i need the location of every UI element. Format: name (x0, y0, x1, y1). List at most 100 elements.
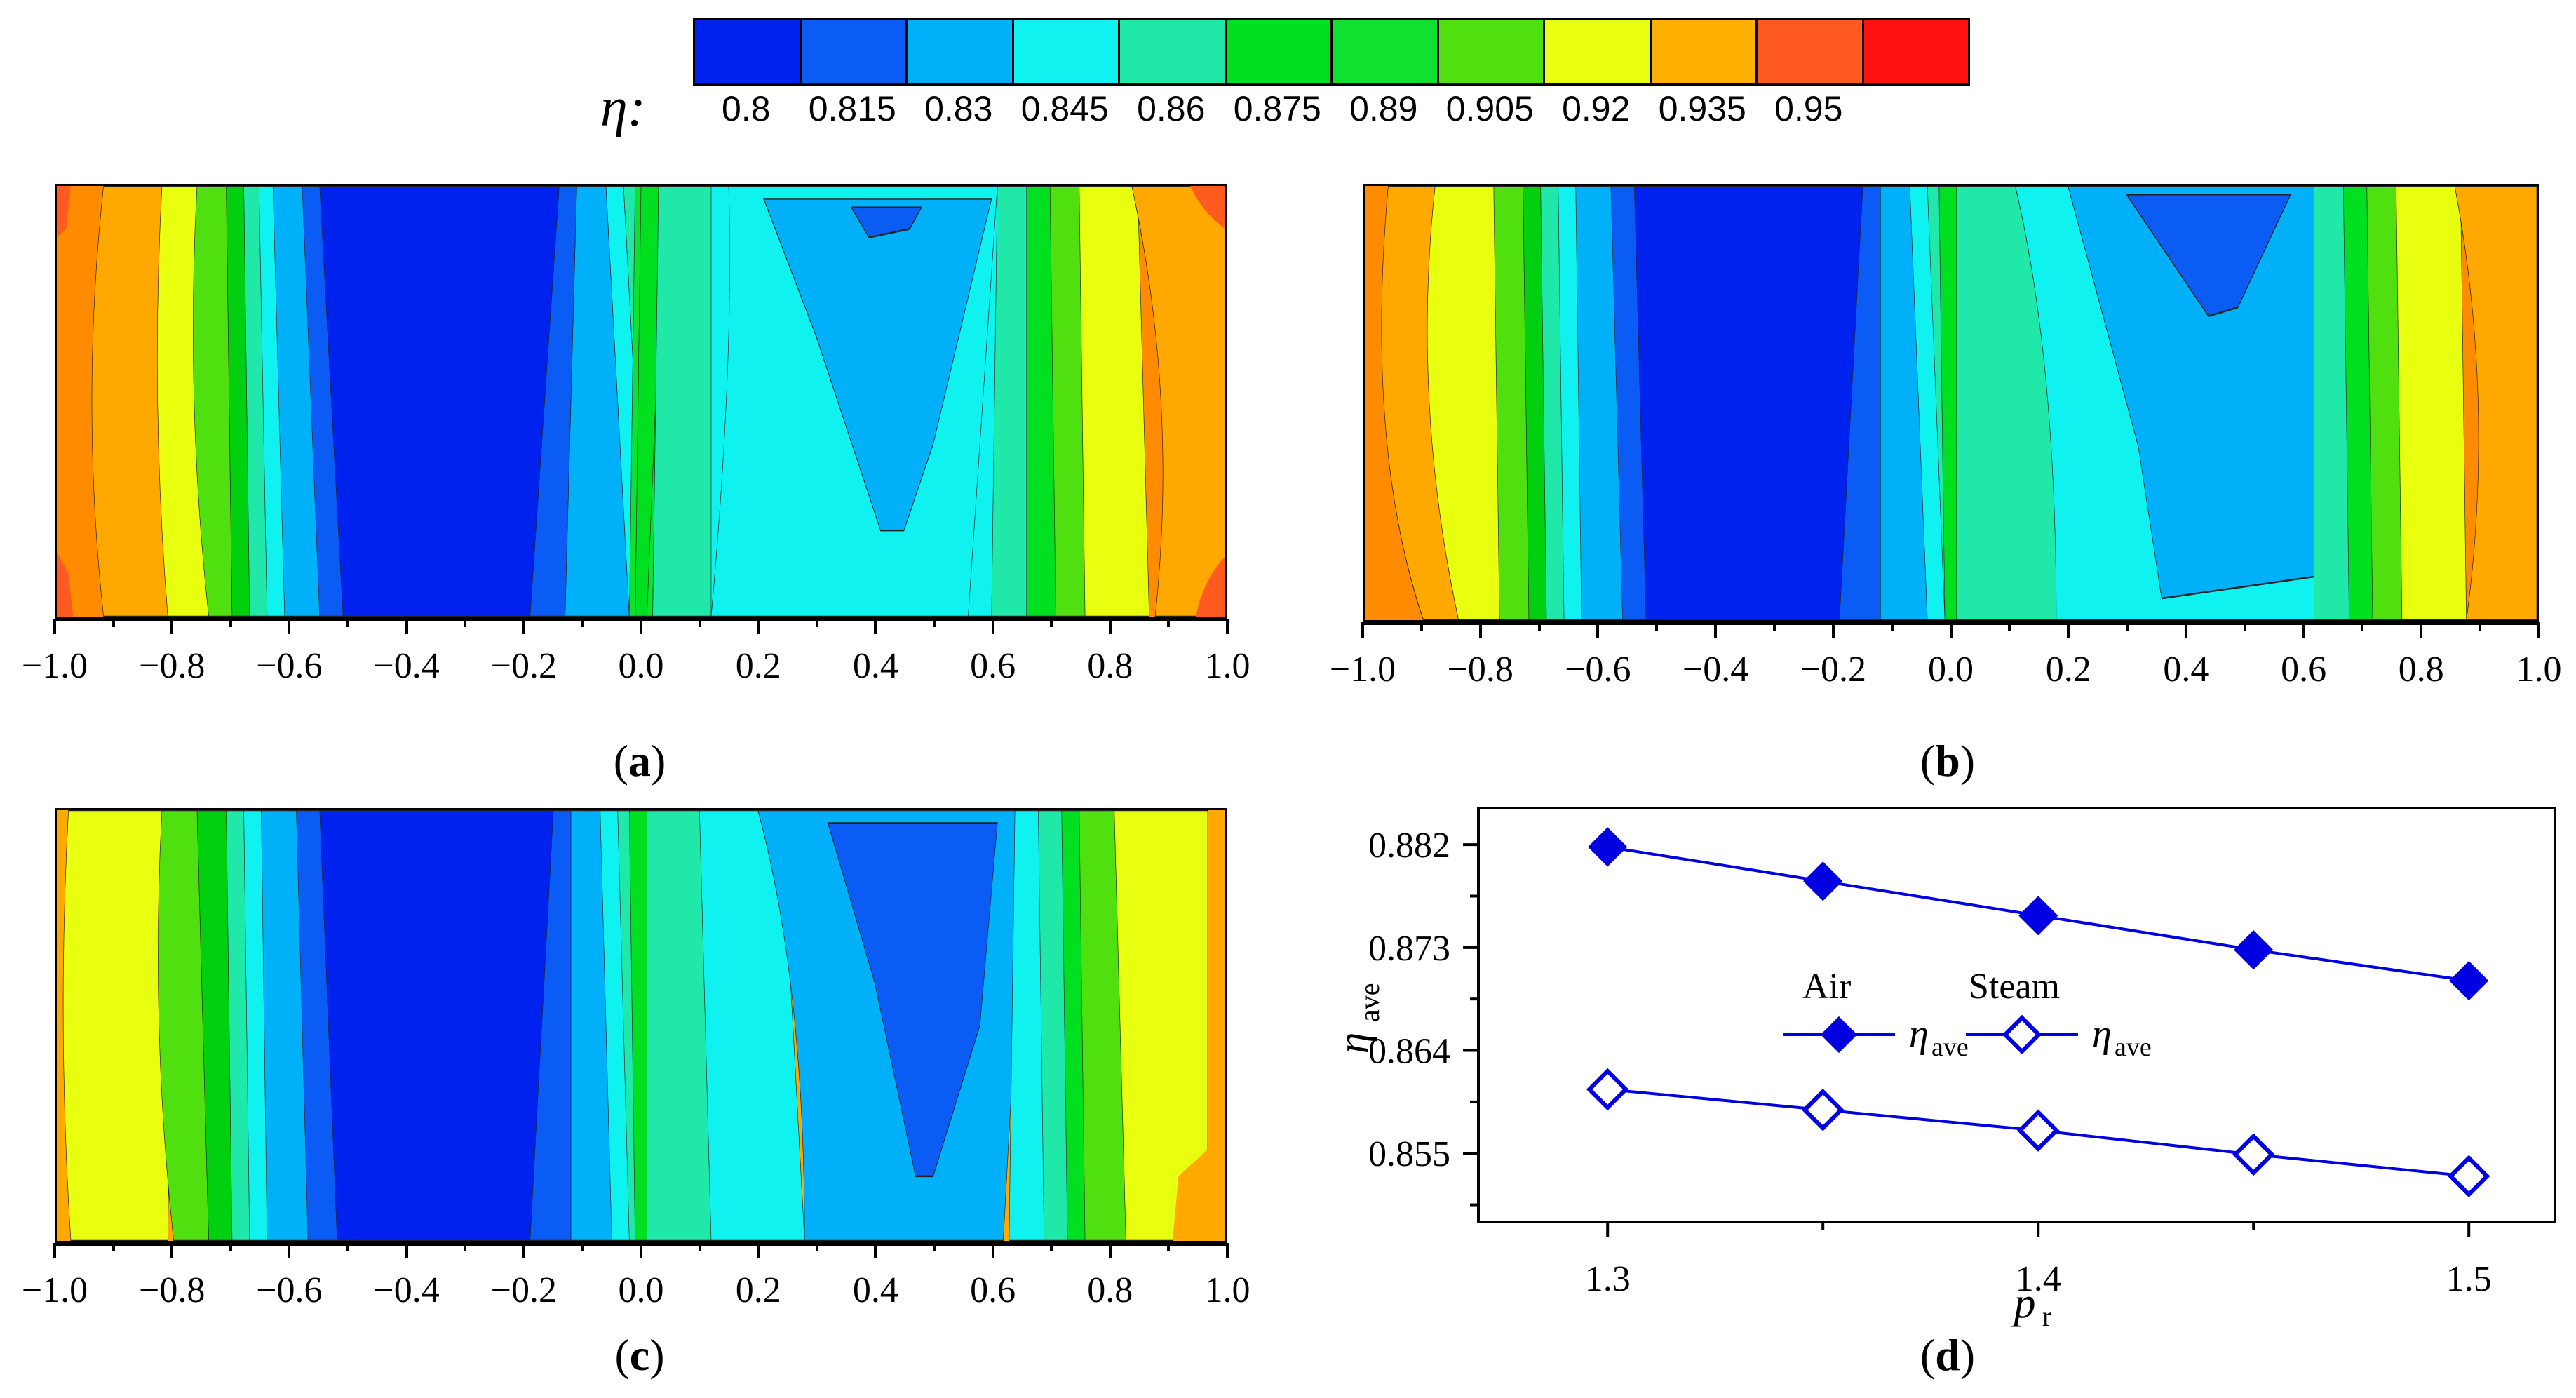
x-minor-tick (933, 1243, 936, 1251)
colorbar-tick-label: 0.935 (1658, 89, 1746, 128)
x-major-tick (405, 1243, 408, 1258)
x-tick-label: 1.3 (1585, 1259, 1631, 1299)
colorbar-swatch (1861, 18, 1970, 86)
y-axis-label-sub: ave (1354, 983, 1385, 1022)
plot-frame (1477, 807, 2556, 1223)
contour-plot-a (57, 186, 1225, 617)
x-major-tick (874, 1243, 877, 1258)
x-minor-tick (2243, 622, 2246, 631)
x-tick-label: 1.0 (1204, 1270, 1250, 1310)
x-major-tick (640, 619, 642, 634)
x-tick-label: −0.6 (1565, 650, 1631, 690)
x-major-tick (288, 619, 291, 634)
legend-label-sub: ave (1931, 1033, 1969, 1062)
caption-c: (c) (614, 1330, 665, 1380)
x-axis-label: p (2011, 1279, 2036, 1327)
colorbar-tick-label: 0.875 (1233, 89, 1321, 128)
x-tick-label: −1.0 (21, 1270, 88, 1310)
colorbar-tick-label: 0.815 (808, 89, 896, 128)
y-tick-label: 0.864 (1368, 1032, 1450, 1072)
caption-letter: a (628, 736, 651, 786)
x-major-tick (1361, 622, 1364, 638)
x-tick-label: −0.4 (373, 646, 440, 686)
x-minor-tick (112, 619, 115, 627)
colorbar-swatch (693, 18, 802, 86)
x-major-tick (1949, 622, 1953, 638)
colorbar-tick-label: 0.86 (1137, 89, 1206, 128)
x-minor-tick (112, 1243, 115, 1251)
contour-panel-a (55, 184, 1227, 619)
data-point-air (1588, 827, 1628, 867)
x-major-tick (991, 1243, 994, 1258)
x-tick-label: −0.6 (256, 1270, 323, 1310)
x-tick-label: 0.0 (618, 1270, 664, 1310)
x-minor-tick (933, 619, 936, 627)
colorbar-tick-label: 0.845 (1020, 89, 1109, 128)
x-minor-tick (2361, 622, 2364, 631)
colorbar-tick-label: 0.89 (1349, 89, 1418, 128)
x-major-tick (288, 1243, 291, 1258)
data-point-steam (1801, 1089, 1845, 1131)
x-minor-tick (464, 619, 467, 627)
x-minor-tick (815, 1243, 818, 1251)
x-tick-label: −0.2 (490, 646, 557, 686)
x-minor-tick (581, 1243, 584, 1251)
x-major-tick (1226, 619, 1229, 634)
legend-title-steam: Steam (1969, 967, 2060, 1007)
x-major-tick (991, 619, 994, 634)
x-tick-label: 0.2 (2045, 650, 2091, 690)
legend-label-sub: ave (2115, 1033, 2152, 1062)
x-tick-label: 1.5 (2446, 1259, 2492, 1299)
x-minor-tick (346, 1243, 349, 1251)
x-tick-label: 1.4 (2016, 1259, 2061, 1299)
colorbar-swatch (1118, 18, 1227, 86)
data-point-steam (2232, 1133, 2275, 1176)
x-tick-label: 0.8 (1087, 1270, 1133, 1310)
x-tick-label: 1.0 (2516, 650, 2562, 690)
colorbar-swatch (1224, 18, 1333, 86)
x-tick-label: 0.6 (2281, 650, 2327, 690)
x-tick-label: −0.8 (139, 1270, 205, 1310)
contour-plot-c (57, 810, 1225, 1241)
colorbar-swatch (1330, 18, 1439, 86)
x-minor-tick (2479, 622, 2482, 631)
x-major-tick (1108, 619, 1112, 634)
caption-a: (a) (613, 736, 666, 786)
x-major-tick (1108, 1243, 1112, 1258)
colorbar-tick-label: 0.83 (924, 89, 993, 128)
x-minor-tick (1655, 622, 1659, 631)
x-minor-tick (1050, 1243, 1053, 1251)
x-major-tick (757, 619, 760, 634)
colorbar-swatch (1543, 18, 1652, 86)
y-tick-label: 0.873 (1368, 929, 1450, 969)
legend-label: η (1909, 1012, 1929, 1056)
colorbar-tick-label: 0.905 (1445, 89, 1534, 128)
x-minor-tick (1890, 622, 1894, 631)
data-point-air (2018, 896, 2058, 936)
contour-panel-c (55, 808, 1227, 1243)
colorbar-swatch (1649, 18, 1758, 86)
colorbar-swatch (1011, 18, 1120, 86)
colorbar-swatch (1436, 18, 1545, 86)
x-tick-label: −0.2 (1800, 650, 1866, 690)
x-tick-label: −0.4 (373, 1270, 440, 1310)
colorbar-symbol: η: (600, 76, 646, 137)
x-tick-label: −1.0 (21, 646, 88, 686)
colorbar-tick-label: 0.92 (1562, 89, 1631, 128)
y-axis-label-group: η ave (1330, 983, 1385, 1054)
series-line-steam (1607, 1087, 2469, 1178)
y-tick-label: 0.882 (1368, 826, 1450, 866)
x-major-tick (640, 1243, 642, 1258)
data-point-steam (2016, 1109, 2060, 1152)
x-major-tick (2184, 622, 2187, 638)
x-tick-label: 0.8 (2398, 650, 2444, 690)
x-tick-label: −0.8 (1447, 650, 1513, 690)
x-minor-tick (464, 1243, 467, 1251)
x-major-tick (1478, 622, 1482, 638)
x-minor-tick (581, 619, 584, 627)
x-minor-tick (698, 619, 701, 627)
x-tick-label: 0.4 (852, 646, 898, 686)
x-tick-label: 0.2 (735, 646, 781, 686)
x-minor-tick (1167, 619, 1171, 627)
x-major-tick (170, 1243, 174, 1258)
